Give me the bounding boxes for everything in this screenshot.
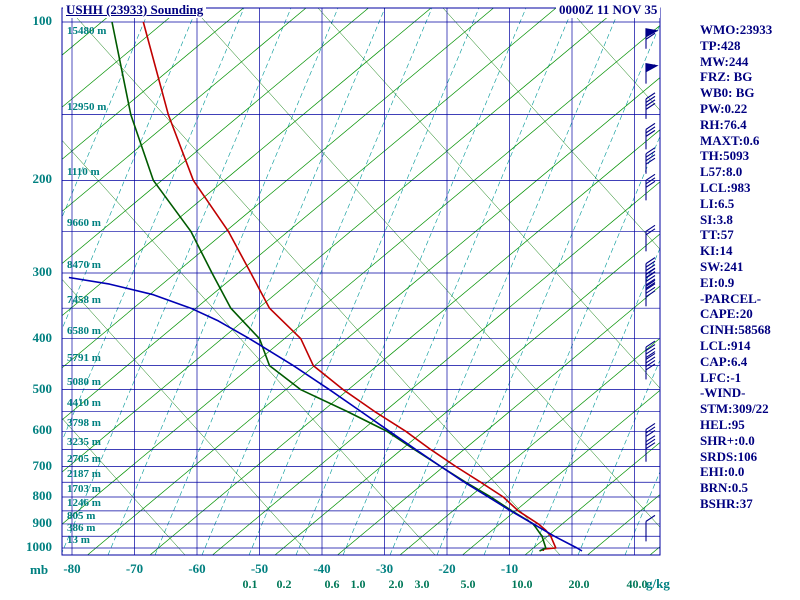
wind-barbs-layer	[645, 28, 659, 542]
isotherm-layer	[62, 8, 660, 555]
stats-section-header: -WIND-	[700, 385, 746, 401]
stat-line: LFC:-1	[700, 369, 742, 385]
stat-line: SRDS:106	[700, 448, 758, 464]
stat-line: LI:6.5	[700, 195, 735, 211]
mixing-ratio-layer	[62, 8, 660, 555]
stats-section-header: -PARCEL-	[700, 290, 762, 306]
temperature-trace	[142, 21, 557, 551]
stat-line: BSHR:37	[700, 495, 753, 511]
stat-line: MW:244	[700, 53, 749, 69]
stat-line: PW:0.22	[700, 100, 748, 116]
stat-line: CAP:6.4	[700, 353, 748, 369]
stat-line: CAPE:20	[700, 306, 753, 322]
stat-line: SI:3.8	[700, 211, 733, 227]
wind-barb	[645, 122, 656, 150]
stat-line: SW:241	[700, 258, 744, 274]
stat-line: TP:428	[700, 37, 741, 53]
stat-line: WMO:23933	[700, 22, 773, 37]
stat-line: BRN:0.5	[700, 480, 749, 496]
wind-barb	[645, 435, 656, 462]
wind-barb	[645, 224, 656, 252]
wind-barb	[645, 92, 656, 119]
stat-line: FRZ: BG	[700, 69, 753, 85]
stat-line: WB0: BG	[700, 85, 755, 101]
wind-barb	[645, 514, 656, 542]
stat-line: RH:76.4	[700, 116, 747, 132]
page-title: USHH (23933) Sounding	[63, 2, 207, 18]
stats-panel: WMO:23933 TP:428 MW:244 FRZ: BG WB0: BG PW:0.…	[700, 22, 772, 512]
stat-line: TH:5093	[700, 148, 750, 164]
wind-barb	[645, 173, 656, 201]
stat-line: MAXT:0.6	[700, 132, 760, 148]
wind-barb	[645, 268, 656, 295]
wind-barb	[645, 422, 656, 450]
wind-barb	[645, 62, 659, 84]
wind-barb	[645, 279, 656, 307]
stat-line: LCL:914	[700, 337, 751, 353]
stat-line: TT:57	[700, 227, 734, 243]
wind-barb	[645, 352, 656, 380]
wind-barb	[645, 147, 656, 174]
stat-line: KI:14	[700, 243, 733, 259]
stat-line: L57:8.0	[700, 164, 743, 180]
stat-line: SHR+:0.0	[700, 432, 755, 448]
stat-line: HEL:95	[700, 416, 745, 432]
adiabat-layer	[62, 8, 660, 555]
wind-barb	[645, 28, 659, 49]
stat-line: STM:309/22	[700, 401, 769, 417]
stat-line: LCL:983	[700, 179, 751, 195]
stat-line: CINH:58568	[700, 322, 771, 338]
parcel-trace	[68, 276, 583, 552]
stat-line: EHI:0.0	[700, 464, 745, 480]
datetime-label: 0000Z 11 NOV 35	[556, 2, 661, 18]
dewpoint-trace	[111, 21, 547, 552]
grid-layer	[61, 7, 661, 556]
stat-line: EI:0.9	[700, 274, 735, 290]
